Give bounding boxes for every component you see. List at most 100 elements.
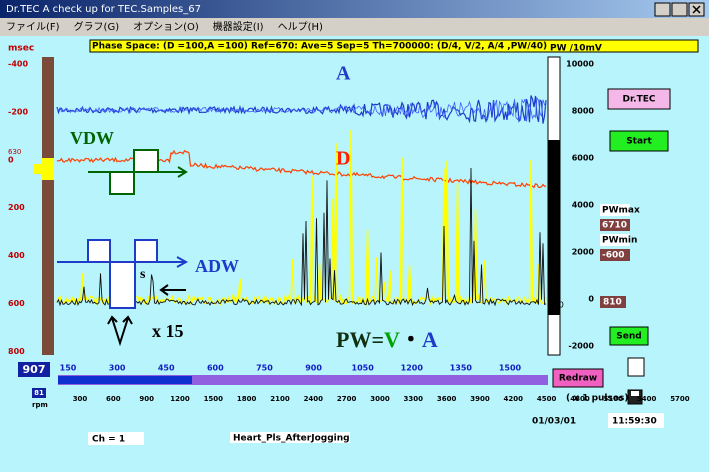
menu-item[interactable]: オプション(O) — [133, 21, 199, 33]
maximize[interactable] — [671, 2, 688, 17]
level: 810 — [603, 298, 622, 308]
minimize[interactable] — [654, 2, 671, 17]
right-tick-label: 6000 — [572, 154, 595, 163]
pwmax: 6710 — [602, 221, 627, 231]
x-tick-label: 300 — [109, 364, 126, 373]
left-tick-label: 0 — [8, 155, 14, 164]
rate-tick-label: 4500 — [537, 395, 557, 403]
rate-tick-label: 1200 — [170, 395, 190, 403]
slider-fill[interactable] — [58, 376, 192, 384]
rate-tick-label: 3300 — [404, 395, 424, 403]
rate-tick-label: 300 — [73, 395, 88, 403]
wave-a-shadow — [56, 96, 547, 122]
left-unit: msec — [8, 44, 34, 54]
header-box — [89, 39, 699, 53]
pwmin-label: PWmin — [602, 236, 637, 246]
rate-tick-label: 900 — [139, 395, 154, 403]
right-tick-label: 0 — [588, 295, 594, 304]
left-tick-label: 200 — [8, 203, 25, 212]
pwmax-label-box — [600, 204, 630, 216]
pwmin: -600 — [602, 251, 625, 261]
zero-label: =0 — [552, 301, 564, 310]
print-icon[interactable] — [627, 357, 645, 377]
x15-label: x 15 — [152, 321, 184, 341]
menu-bar — [0, 18, 709, 36]
file: Heart_Pls_AfterJogging — [233, 434, 350, 444]
rate-tick-label: 2100 — [270, 395, 290, 403]
rate-tick-label: 5400 — [637, 395, 657, 403]
left-gauge — [42, 57, 54, 355]
rate-tick-label: 1800 — [237, 395, 257, 403]
wave-pw — [56, 167, 547, 307]
rate-box — [32, 388, 46, 398]
rate-tick-label: 3900 — [470, 395, 490, 403]
right-tick-label: 8000 — [572, 107, 595, 116]
window-controls[interactable] — [654, 2, 705, 17]
rate-unit: rpm — [32, 401, 48, 409]
adw-diagram — [57, 239, 189, 347]
rate-tick-label: 4800 — [570, 395, 590, 403]
level-box — [600, 296, 626, 308]
rate-tick-label: 600 — [106, 395, 121, 403]
left-pointer — [33, 164, 42, 174]
left-tick-label: 400 — [8, 251, 25, 260]
vdw-label: VDW — [70, 128, 114, 148]
send-label[interactable]: Send — [616, 332, 641, 342]
redraw-button[interactable]: Redraw — [552, 368, 604, 388]
s-label: s — [140, 267, 146, 282]
redraw-label[interactable]: Redraw — [559, 374, 597, 384]
left-tick-label: -200 — [8, 107, 28, 116]
position: 907 — [23, 363, 46, 376]
x-tick-label: 600 — [207, 364, 224, 373]
pwmin-box — [600, 249, 630, 261]
icons[interactable] — [627, 357, 645, 405]
left-tick-label: 600 — [8, 299, 25, 308]
right-tick-label: 2000 — [572, 248, 595, 257]
channel-box — [88, 432, 144, 445]
rate-tick-label: 4200 — [504, 395, 524, 403]
right-tick-label: 4000 — [572, 201, 595, 210]
rate-tick-label: 5100 — [604, 395, 624, 403]
x-tick-label: 1500 — [499, 364, 522, 373]
drtec-button[interactable]: Dr.TEC — [607, 88, 671, 110]
menu-item[interactable]: グラフ(G) — [74, 20, 120, 33]
x-tick-label: 450 — [158, 364, 175, 373]
menu-item[interactable]: 機器設定(I) — [213, 20, 264, 33]
slider[interactable] — [58, 375, 548, 385]
send-button[interactable]: Send — [609, 326, 649, 346]
right-gauge-level — [548, 140, 560, 315]
x-tick-label: 1200 — [401, 364, 424, 373]
left-gauge-marker — [42, 158, 54, 180]
right-tick-label: -2000 — [568, 342, 594, 351]
rate-tick-label: 2400 — [304, 395, 324, 403]
rate: 81 — [34, 389, 44, 397]
menu-item[interactable]: ファイル(F) — [6, 22, 60, 33]
a-label: A — [336, 63, 351, 85]
title-bar — [0, 0, 709, 18]
rate-tick-label: 5700 — [670, 395, 690, 403]
pwmin-label-box — [600, 234, 630, 246]
file-box — [230, 432, 350, 443]
menu-item[interactable]: ヘルプ(H) — [278, 21, 323, 33]
rate-tick-label: 3000 — [370, 395, 390, 403]
marker-label: 630 — [8, 148, 21, 156]
x-tick-label: 750 — [256, 364, 273, 373]
right-tick-label: 10000 — [566, 60, 594, 69]
channel: Ch = 1 — [92, 435, 125, 445]
adw-label: ADW — [195, 256, 239, 276]
left-tick-label: 800 — [8, 347, 25, 356]
drtec-label[interactable]: Dr.TEC — [623, 95, 656, 105]
x-tick-label: 1050 — [352, 364, 375, 373]
x-tick-label: 150 — [60, 364, 77, 373]
x-tick-label: 900 — [305, 364, 322, 373]
pwmax-label: PWmax — [602, 206, 640, 216]
header: Phase Space: (D =100,A =100) Ref=670: Av… — [92, 42, 547, 52]
x-tick-label: 1350 — [450, 364, 473, 373]
rate-tick-label: 3600 — [437, 395, 457, 403]
start-label[interactable]: Start — [626, 137, 652, 147]
start-button[interactable]: Start — [609, 130, 669, 152]
pw-formula: PW=V・A — [336, 327, 438, 352]
